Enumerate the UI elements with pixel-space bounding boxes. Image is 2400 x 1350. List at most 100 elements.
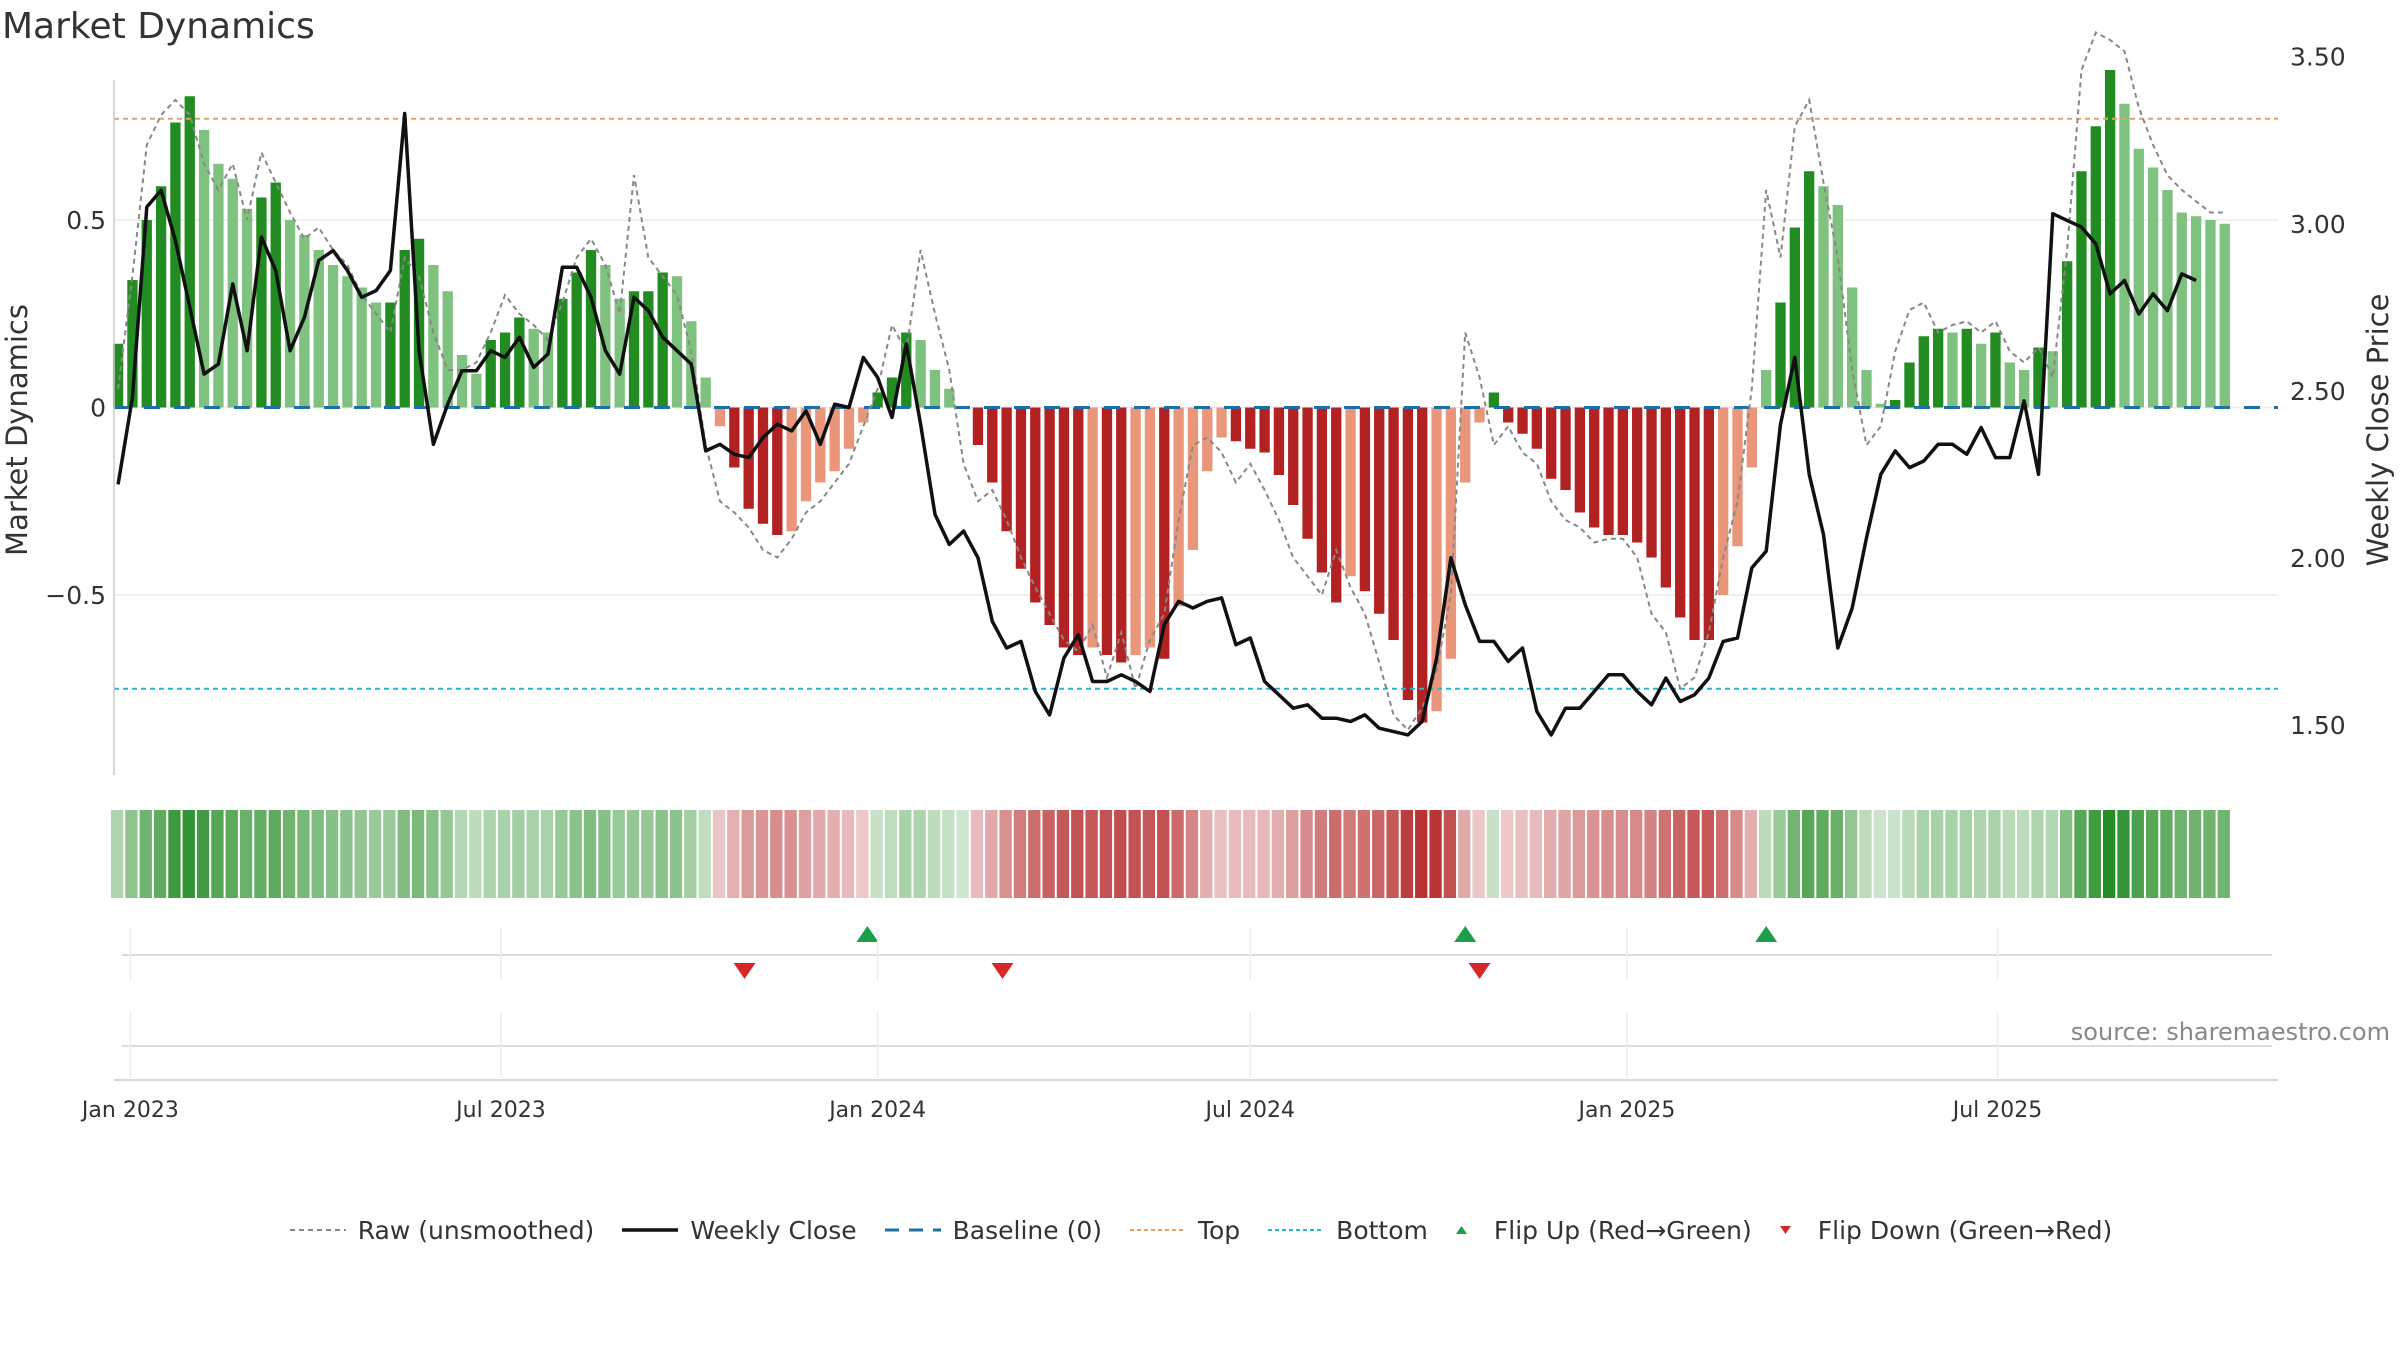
- regime-cell: [2059, 810, 2073, 898]
- dynamics-bar: [1560, 407, 1571, 490]
- regime-cell: [1357, 810, 1371, 898]
- regime-cell: [555, 810, 568, 898]
- regime-cell: [469, 810, 482, 898]
- dynamics-bar: [2162, 190, 2173, 408]
- regime-cell: [712, 810, 726, 898]
- dynamics-bar: [643, 291, 654, 408]
- right-tick-label: 2.00: [2290, 544, 2346, 573]
- regime-cell: [1429, 810, 1442, 898]
- regime-cell: [526, 810, 539, 898]
- regime-cell: [985, 810, 998, 898]
- regime-cell: [1673, 810, 1686, 898]
- regime-cell: [1558, 810, 1571, 898]
- regime-cell: [1887, 810, 1901, 898]
- regime-cell: [540, 810, 554, 898]
- regime-cell: [211, 810, 224, 898]
- regime-cell: [1128, 810, 1141, 898]
- regime-cell: [569, 810, 582, 898]
- regime-cell: [841, 810, 855, 898]
- dynamics-bar: [1832, 205, 1843, 408]
- dynamics-bar: [1402, 407, 1414, 700]
- dynamics-bar: [2219, 223, 2230, 408]
- regime-cell: [383, 810, 396, 898]
- dynamics-bar: [2147, 167, 2159, 408]
- regime-cell: [612, 810, 625, 898]
- dynamics-bar: [1732, 407, 1743, 547]
- regime-cell: [454, 810, 468, 898]
- dynamics-bar: [1847, 287, 1858, 408]
- regime-cell: [1228, 810, 1242, 898]
- legend-symbol-flip-up: [1455, 1226, 1467, 1234]
- regime-cell: [813, 810, 826, 898]
- regime-cell: [1042, 810, 1055, 898]
- regime-cell: [2074, 810, 2087, 898]
- regime-cell: [626, 810, 640, 898]
- dynamics-bar: [1961, 328, 1972, 408]
- dynamics-bar: [1517, 407, 1528, 434]
- dynamics-bar: [1932, 328, 1944, 408]
- market-dynamics-chart: 0.5 0 −0.5 3.50 3.00 2.50 2.00 1.50 Market Dynam…: [0, 31, 2395, 1123]
- dynamics-bar: [729, 407, 740, 468]
- dynamics-bar: [1990, 332, 2001, 408]
- regime-cell: [583, 810, 597, 898]
- x-tick-label: Jul 2025: [1951, 1098, 2043, 1123]
- regime-cell: [1802, 810, 1815, 898]
- dynamics-bar: [2176, 212, 2187, 408]
- dynamics-bar: [1417, 407, 1428, 723]
- flip-up-marker: [856, 926, 879, 942]
- x-tick-label: Jul 2024: [1203, 1098, 1295, 1123]
- dynamics-bar: [800, 407, 812, 502]
- regime-cell: [426, 810, 439, 898]
- regime-cell: [1859, 810, 1872, 898]
- legend-symbol-raw: [289, 1229, 346, 1231]
- dynamics-bar: [2133, 148, 2144, 408]
- regime-cell: [884, 810, 898, 898]
- regime-cell: [1916, 810, 1929, 898]
- regime-cell: [1114, 810, 1127, 898]
- dynamics-bar: [757, 407, 769, 524]
- regime-cell: [1658, 810, 1672, 898]
- dynamics-bar: [1374, 407, 1385, 614]
- regime-cell: [1844, 810, 1858, 898]
- regime-cell: [1687, 810, 1700, 898]
- x-axis-layer: Jan 2023 Jul 2023 Jan 2024 Jul 2024 Jan 2025…: [80, 928, 2278, 1123]
- regime-cell: [1171, 810, 1184, 898]
- dynamics-bar: [1789, 227, 1800, 408]
- dynamics-bar: [872, 392, 883, 408]
- dynamics-bar: [1746, 407, 1758, 468]
- dynamics-bar: [2018, 370, 2030, 408]
- dynamics-bar: [671, 276, 683, 408]
- dynamics-bar: [1073, 407, 1084, 655]
- regime-cell: [1472, 810, 1485, 898]
- dynamics-bar: [843, 407, 855, 449]
- dynamics-bar: [1273, 407, 1285, 475]
- regime-cell: [741, 810, 754, 898]
- regime-cell: [2174, 810, 2187, 898]
- regime-cell: [125, 810, 138, 898]
- dynamics-bar: [256, 197, 267, 408]
- regime-cell: [698, 810, 711, 898]
- dynamics-bar: [1288, 407, 1299, 505]
- regime-cell: [1142, 810, 1156, 898]
- regime-cell: [282, 810, 296, 898]
- dynamics-bar: [2190, 216, 2202, 408]
- regime-cell: [1572, 810, 1586, 898]
- regime-cell: [956, 810, 969, 898]
- regime-cell: [1501, 810, 1514, 898]
- dynamics-bar: [1918, 336, 1929, 408]
- chart-title: Market Dynamics: [2, 6, 315, 47]
- dynamics-bar: [1001, 407, 1012, 532]
- dynamics-bar: [1488, 392, 1500, 408]
- dynamics-bar: [1904, 362, 1915, 408]
- flip-markers-layer: [122, 926, 2272, 979]
- regime-cell: [2203, 810, 2216, 898]
- regime-cell: [1816, 810, 1829, 898]
- dynamics-bar: [370, 302, 382, 408]
- dynamics-bar: [1259, 407, 1270, 453]
- dynamics-bar: [170, 122, 181, 408]
- regime-cell: [1973, 810, 1987, 898]
- regime-cell: [168, 810, 181, 898]
- dynamics-bar: [786, 407, 797, 532]
- regime-cell: [1587, 810, 1600, 898]
- dynamics-bar: [1144, 407, 1156, 648]
